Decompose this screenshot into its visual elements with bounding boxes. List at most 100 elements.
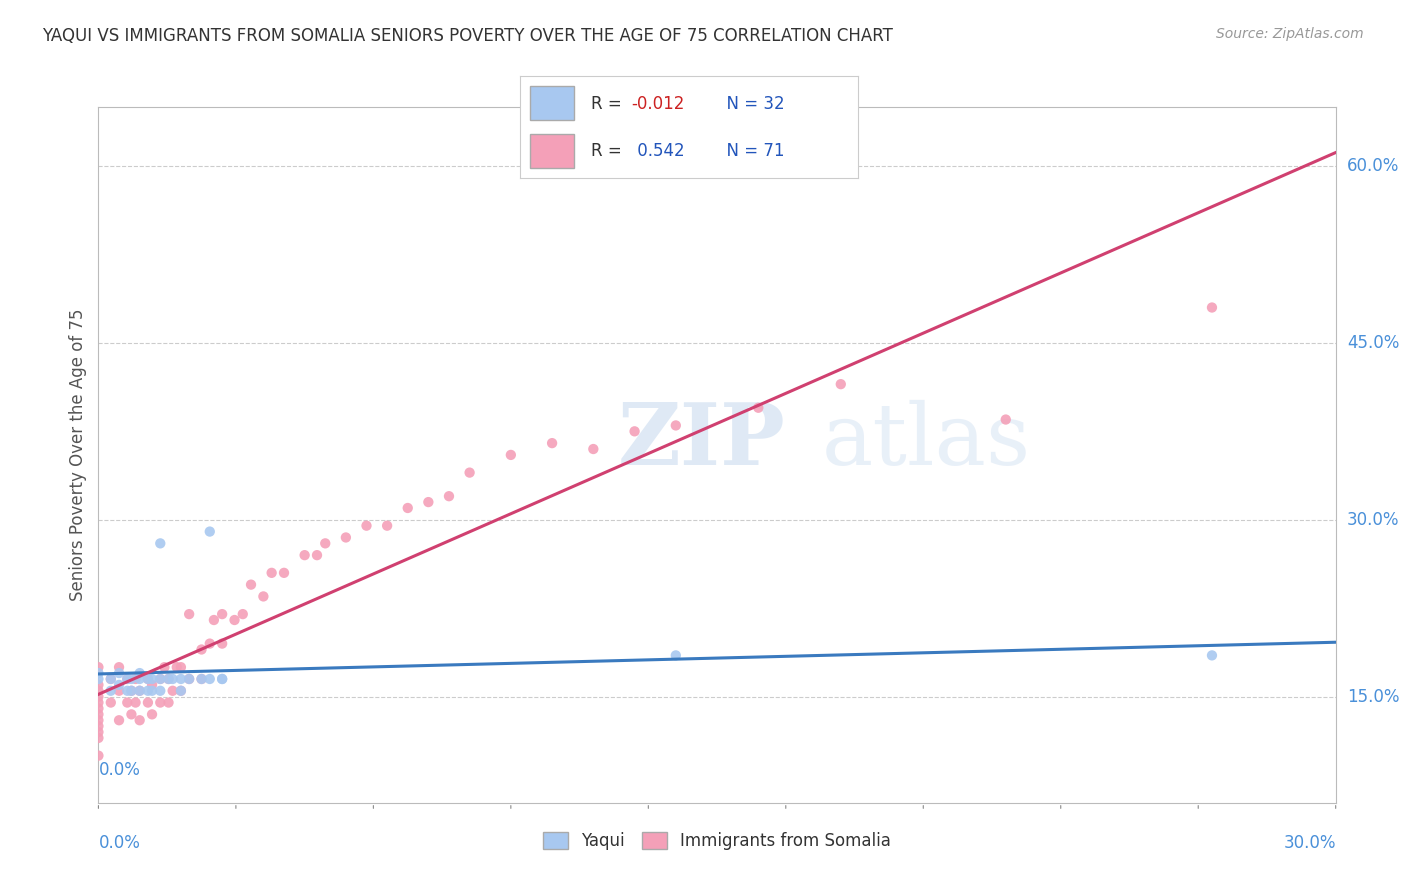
Point <box>149 672 172 686</box>
Point <box>198 672 221 686</box>
Point <box>128 713 150 727</box>
Point <box>211 672 233 686</box>
Text: 45.0%: 45.0% <box>1347 334 1399 351</box>
Point <box>1201 301 1223 315</box>
Point <box>149 696 172 710</box>
Point <box>117 672 139 686</box>
Point <box>120 683 142 698</box>
Point <box>665 648 688 663</box>
Text: 15.0%: 15.0% <box>1347 688 1399 706</box>
Point <box>830 377 852 392</box>
Point <box>108 660 131 674</box>
Point <box>108 666 131 681</box>
Point <box>141 678 163 692</box>
Text: 30.0%: 30.0% <box>1347 511 1399 529</box>
Text: 0.0%: 0.0% <box>98 834 141 852</box>
Point <box>87 666 110 681</box>
Text: YAQUI VS IMMIGRANTS FROM SOMALIA SENIORS POVERTY OVER THE AGE OF 75 CORRELATION : YAQUI VS IMMIGRANTS FROM SOMALIA SENIORS… <box>42 27 893 45</box>
Point <box>117 672 139 686</box>
Point <box>198 524 221 539</box>
Point <box>170 660 193 674</box>
Point <box>458 466 481 480</box>
Point <box>136 683 159 698</box>
Point <box>128 672 150 686</box>
Point <box>108 713 131 727</box>
Text: atlas: atlas <box>823 400 1032 483</box>
Point <box>211 607 233 621</box>
Point <box>418 495 440 509</box>
Point <box>100 672 122 686</box>
Point <box>87 660 110 674</box>
Point <box>396 500 419 515</box>
Point <box>120 683 142 698</box>
Point <box>170 683 193 698</box>
Point <box>166 660 188 674</box>
Point <box>128 666 150 681</box>
Point <box>87 678 110 692</box>
Point <box>273 566 295 580</box>
Point <box>87 701 110 715</box>
Point <box>375 518 398 533</box>
Point <box>356 518 378 533</box>
Point <box>149 672 172 686</box>
Point <box>157 672 180 686</box>
Point <box>335 531 357 545</box>
Text: N = 32: N = 32 <box>716 95 785 112</box>
Y-axis label: Seniors Poverty Over the Age of 75: Seniors Poverty Over the Age of 75 <box>69 309 87 601</box>
Point <box>162 683 184 698</box>
Point <box>179 672 201 686</box>
Point <box>224 613 246 627</box>
Text: -0.012: -0.012 <box>631 95 685 112</box>
Point <box>87 707 110 722</box>
Point <box>108 678 131 692</box>
Text: 60.0%: 60.0% <box>1347 157 1399 175</box>
Point <box>232 607 254 621</box>
Point <box>623 425 645 439</box>
Point <box>179 672 201 686</box>
Point <box>211 672 233 686</box>
Point <box>87 683 110 698</box>
Point <box>141 707 163 722</box>
Text: N = 71: N = 71 <box>716 142 785 160</box>
Point <box>994 412 1017 426</box>
Point <box>100 672 122 686</box>
Point <box>87 748 110 763</box>
Point <box>162 672 184 686</box>
Point <box>260 566 283 580</box>
Point <box>124 672 146 686</box>
Point <box>136 672 159 686</box>
Point <box>87 725 110 739</box>
Point <box>87 731 110 745</box>
Point <box>120 707 142 722</box>
Point <box>136 672 159 686</box>
Point <box>665 418 688 433</box>
Point <box>170 672 193 686</box>
Point <box>141 683 163 698</box>
Point <box>87 719 110 733</box>
Point <box>190 672 212 686</box>
Text: 30.0%: 30.0% <box>1284 834 1336 852</box>
Point <box>100 683 122 698</box>
Point <box>305 548 328 562</box>
Point <box>87 690 110 704</box>
Point <box>124 696 146 710</box>
Point <box>314 536 336 550</box>
Point <box>87 672 110 686</box>
Point <box>1201 648 1223 663</box>
Point <box>108 683 131 698</box>
Point <box>499 448 522 462</box>
Point <box>117 683 139 698</box>
Point <box>294 548 316 562</box>
Text: 0.0%: 0.0% <box>98 761 141 779</box>
Point <box>198 637 221 651</box>
Point <box>87 713 110 727</box>
Point <box>170 683 193 698</box>
Point <box>437 489 460 503</box>
Point <box>149 683 172 698</box>
Point <box>747 401 769 415</box>
Point <box>128 683 150 698</box>
Point <box>541 436 564 450</box>
Point <box>87 696 110 710</box>
Point <box>128 683 150 698</box>
Point <box>202 613 225 627</box>
